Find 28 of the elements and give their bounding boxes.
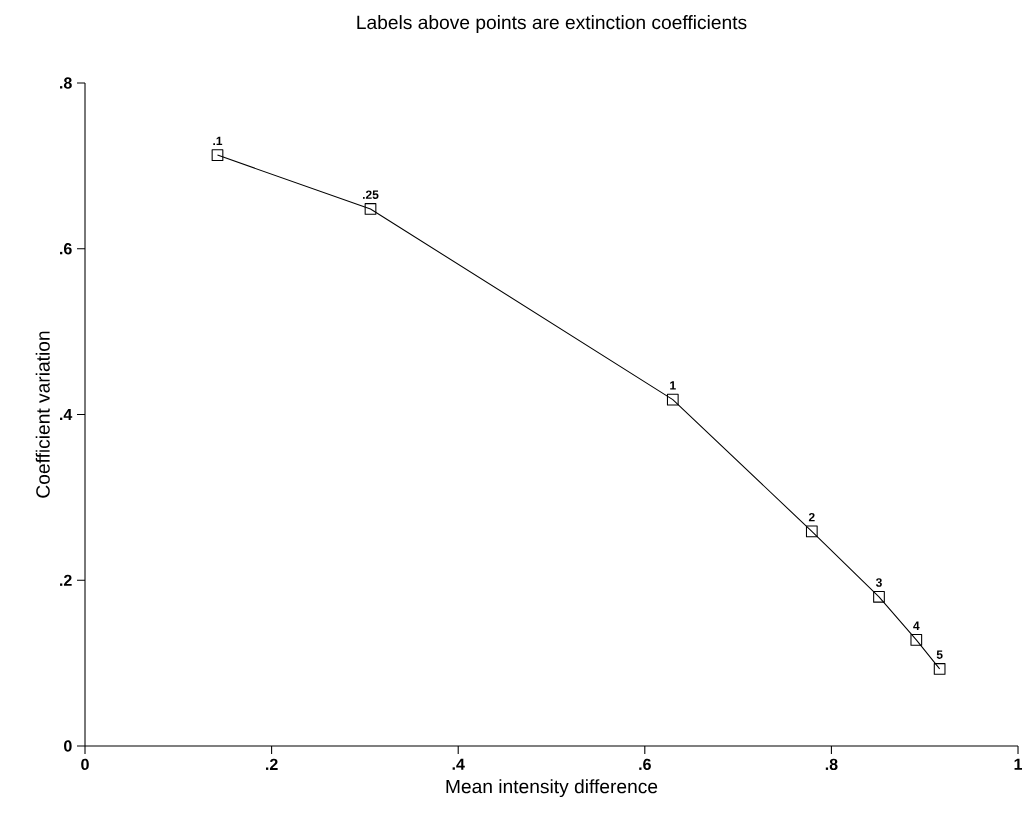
x-tick-label: 0 <box>81 758 89 771</box>
x-tick-label: .4 <box>452 758 465 770</box>
y-tick-label: 0 <box>64 740 72 752</box>
annotation: 1 <box>670 381 676 390</box>
x-tick-label: 1 <box>1014 758 1023 770</box>
annotation: 2 <box>808 512 815 522</box>
point <box>364 203 377 215</box>
x-tick-label: .6 <box>639 758 651 771</box>
point <box>873 590 885 603</box>
annotation: 5 <box>936 650 943 659</box>
annotation: 3 <box>875 578 882 587</box>
annotation: .25 <box>362 190 379 199</box>
annotation: 4 <box>913 621 920 630</box>
x-tick-label: .2 <box>266 758 278 770</box>
y-tick-label: .8 <box>60 77 72 89</box>
y-axis-title: Coefficient variation <box>35 331 50 498</box>
point <box>666 393 679 406</box>
point <box>910 634 923 646</box>
y-tick-label: .4 <box>60 409 73 421</box>
point <box>933 663 946 675</box>
chart-title: Labels above points are extinction coefficients <box>357 15 747 33</box>
y-tick-label: .6 <box>60 243 72 255</box>
y-tick-label: .2 <box>60 574 72 586</box>
x-tick-label: .8 <box>825 758 838 771</box>
point <box>805 525 818 538</box>
annotation: .1 <box>213 136 223 146</box>
point <box>211 149 224 161</box>
x-axis-title: Mean intensity difference <box>446 779 658 798</box>
